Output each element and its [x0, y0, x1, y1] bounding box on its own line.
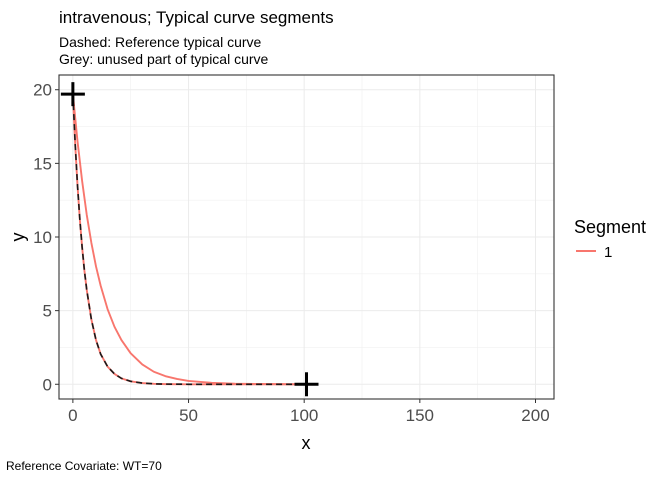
- y-tick-label: 5: [43, 302, 52, 321]
- legend-label-1: 1: [604, 244, 612, 261]
- y-tick-label: 20: [33, 81, 52, 100]
- x-axis-ticks: 0 50 100 150 200: [68, 399, 550, 425]
- x-tick-label: 100: [290, 406, 318, 425]
- legend: Segment 1: [574, 217, 646, 261]
- chart-title: intravenous; Typical curve segments: [59, 8, 334, 27]
- grid: [59, 75, 554, 399]
- x-tick-label: 200: [521, 406, 549, 425]
- x-tick-label: 150: [406, 406, 434, 425]
- y-tick-label: 10: [33, 228, 52, 247]
- y-tick-label: 15: [33, 154, 52, 173]
- series-line-3: [72, 94, 305, 386]
- y-axis-ticks: 0 5 10 15 20: [33, 81, 59, 394]
- chart-caption: Reference Covariate: WT=70: [6, 459, 162, 473]
- x-tick-label: 0: [68, 406, 77, 425]
- y-axis-title: y: [8, 233, 28, 242]
- chart-subtitle-1: Dashed: Reference typical curve: [59, 34, 262, 50]
- x-tick-label: 50: [179, 406, 198, 425]
- legend-title: Segment: [574, 217, 646, 237]
- series-layer: [71, 94, 305, 386]
- chart-subtitle-2: Grey: unused part of typical curve: [59, 51, 269, 67]
- marker-layer: [60, 82, 319, 397]
- x-axis-title: x: [302, 433, 311, 453]
- y-tick-label: 0: [43, 375, 52, 394]
